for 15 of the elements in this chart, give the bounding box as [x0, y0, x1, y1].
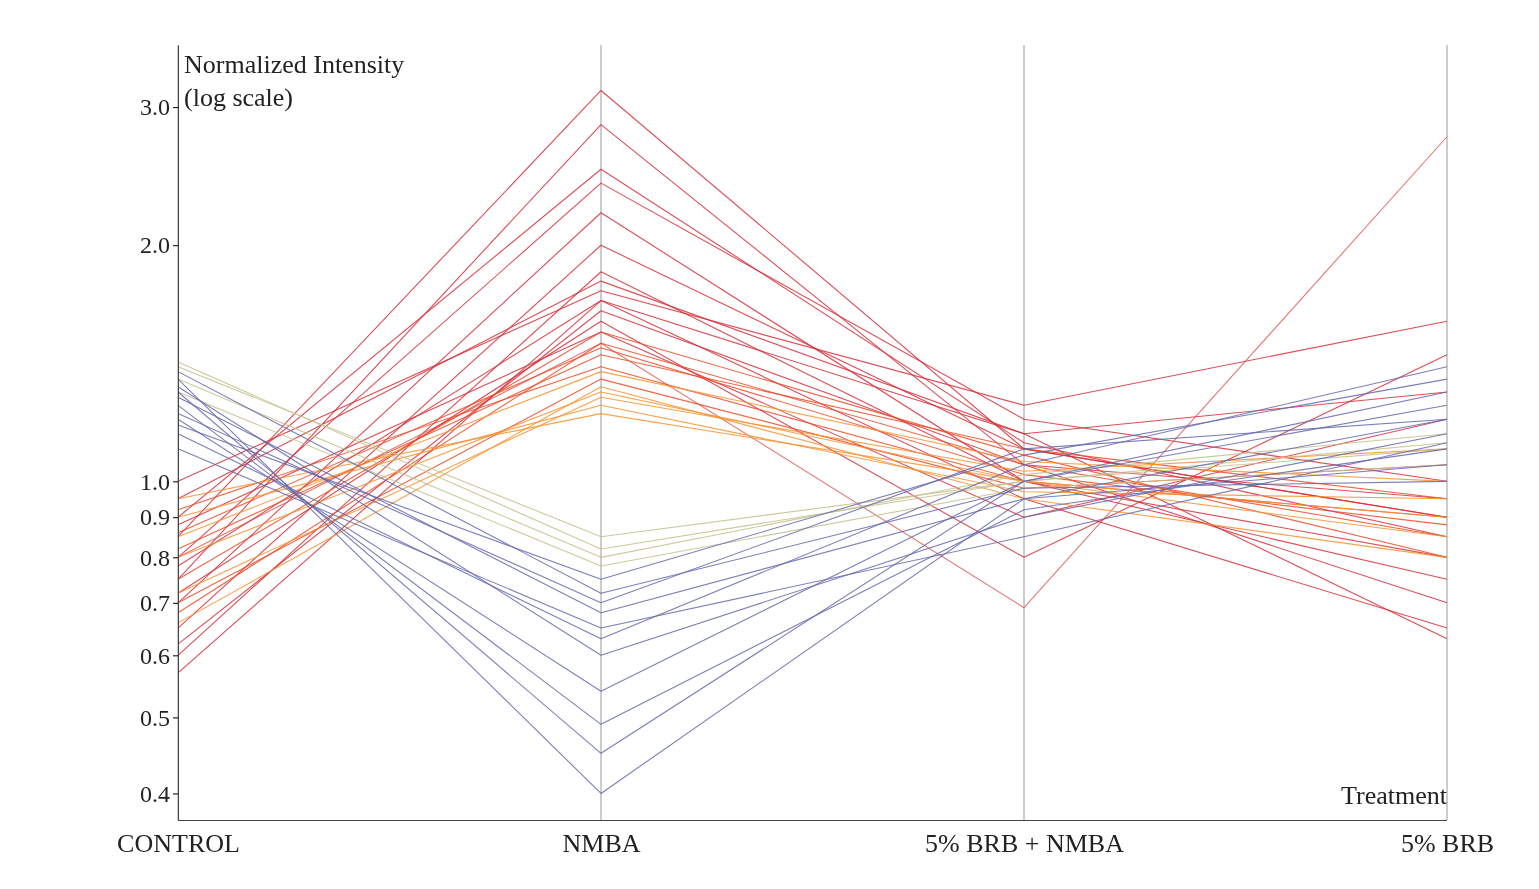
x-tick-label: NMBA [562, 829, 641, 859]
y-tick-label: 3.0 [140, 94, 170, 121]
x-tick-label: 5% BRB [1400, 829, 1495, 859]
y-tick-label: 0.4 [140, 780, 170, 807]
x-tick-label: 5% BRB + NMBA [925, 829, 1125, 859]
x-tick-label: CONTROL [117, 829, 240, 859]
y-tick-label: 0.6 [140, 642, 170, 669]
y-tick-label: 0.8 [140, 544, 170, 571]
y-tick-label: 0.5 [140, 704, 170, 731]
x-axis-title: Treatment [1341, 781, 1448, 810]
y-tick-label: 0.9 [140, 504, 170, 531]
y-axis-title: Normalized Intensity (log scale) [184, 50, 405, 112]
y-tick-label: 2.0 [140, 232, 170, 259]
y-tick-label: 1.0 [140, 468, 170, 495]
y-tick-label: 0.7 [140, 590, 170, 616]
